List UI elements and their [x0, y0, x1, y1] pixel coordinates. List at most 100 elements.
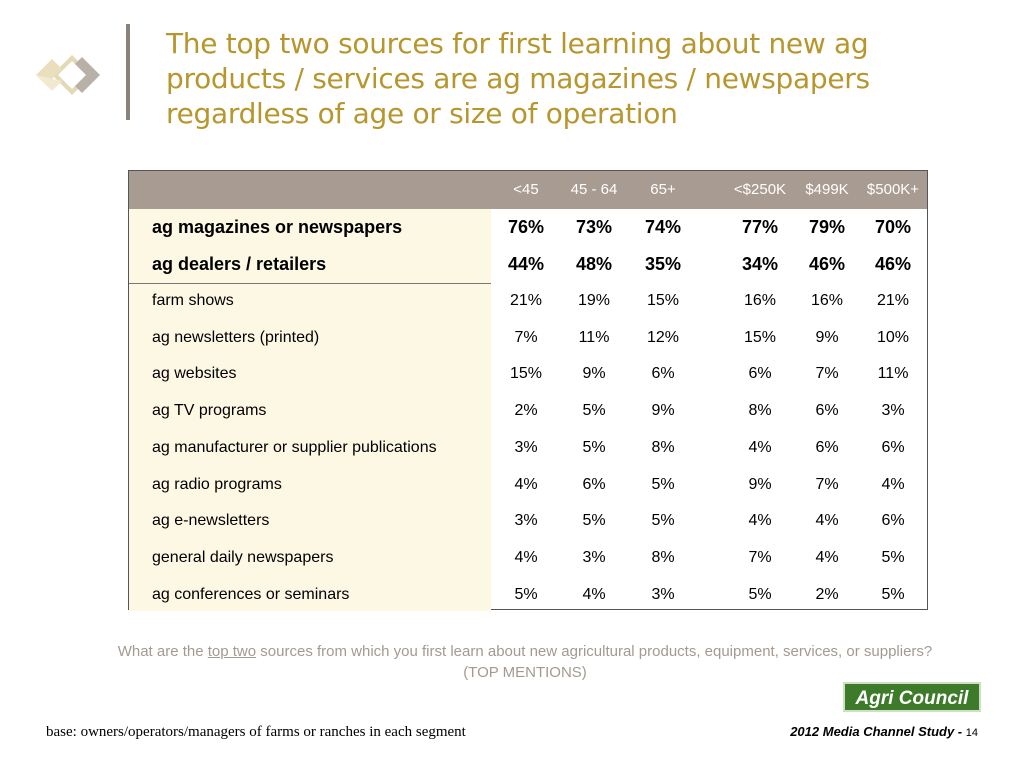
row-label: ag manufacturer or supplier publications: [152, 438, 437, 456]
table-cell: 73%: [575, 217, 613, 237]
column-header: $499K: [805, 181, 849, 198]
table-cell: 12%: [646, 328, 680, 346]
table-cell: 6%: [582, 475, 606, 493]
table-cell: 44%: [507, 254, 545, 274]
table-cell: 76%: [507, 217, 545, 237]
table-cell: 8%: [651, 548, 675, 566]
table-cell: 19%: [577, 292, 611, 309]
table-cell: 7%: [748, 548, 772, 566]
row-label: ag e-newsletters: [152, 512, 270, 530]
table-cell: 46%: [874, 254, 912, 274]
table-cell: 6%: [651, 365, 675, 383]
table-row: ag websites 15% 9% 6% 6% 7% 11%: [129, 356, 927, 393]
table-cell: 4%: [815, 512, 839, 530]
table-cell: 5%: [582, 512, 606, 530]
table-cell: 5%: [748, 585, 772, 603]
page-title: The top two sources for first learning a…: [166, 27, 870, 130]
table-cell: 34%: [741, 254, 779, 274]
table-cell: 5%: [582, 438, 606, 456]
table-cell: 4%: [582, 585, 606, 603]
table-cell: 77%: [741, 217, 779, 237]
agri-council-logo: Agri Council: [843, 682, 981, 712]
table-cell: 5%: [582, 402, 606, 420]
table-cell: 6%: [748, 365, 772, 383]
base-note: base: owners/operators/managers of farms…: [46, 724, 466, 740]
question-suffix: sources from which you first learn about…: [256, 643, 933, 660]
table-cell: 5%: [651, 475, 675, 493]
row-label: ag dealers / retailers: [152, 254, 327, 274]
column-header: <$250K: [733, 181, 787, 198]
table-cell: 6%: [815, 438, 839, 456]
table-row: ag TV programs 2% 5% 9% 8% 6% 3%: [129, 393, 927, 430]
table-cell: 4%: [514, 475, 538, 493]
row-label: ag magazines or newspapers: [152, 217, 403, 237]
table-cell: 4%: [815, 548, 839, 566]
table-row: ag e-newsletters 3% 5% 5% 4% 4% 6%: [129, 503, 927, 540]
table-cell: 4%: [514, 548, 538, 566]
question-prefix: What are the: [117, 643, 208, 660]
row-label: general daily newspapers: [152, 548, 334, 566]
question-emphasis: top two: [207, 643, 257, 660]
table-row: general daily newspapers 4% 3% 8% 7% 4% 5%: [129, 540, 927, 577]
table-row: ag radio programs 4% 6% 5% 9% 7% 4%: [129, 467, 927, 504]
table-cell: 15%: [743, 328, 777, 346]
table-cell: 4%: [881, 475, 905, 493]
column-header: <45: [513, 181, 539, 198]
column-header: 45 - 64: [570, 181, 618, 198]
table-cell: 21%: [876, 292, 910, 309]
table-cell: 8%: [748, 402, 772, 420]
table-cell: 15%: [646, 292, 680, 309]
label-column-background: [129, 209, 491, 611]
table-row: farm shows 21% 19% 15% 16% 16% 21%: [129, 283, 927, 320]
column-header: 65+: [650, 181, 676, 198]
table-row: ag manufacturer or supplier publications…: [129, 430, 927, 467]
table-row: ag dealers / retailers 44% 48% 35% 34% 46% 46%: [129, 246, 927, 283]
row-label: farm shows: [152, 292, 234, 309]
section-divider: [129, 283, 491, 284]
table-cell: 79%: [808, 217, 846, 237]
title-divider-bar: [126, 24, 130, 120]
results-table: <45 45 - 64 65+ <$250K $499K $500K+ ag m…: [128, 170, 928, 611]
diamond-logo-icon: [36, 55, 100, 95]
table-cell: 16%: [743, 292, 777, 309]
table-row: ag newsletters (printed) 7% 11% 12% 15% 9% 10%: [129, 320, 927, 357]
table-cell: 3%: [881, 402, 905, 420]
table-cell: 9%: [815, 328, 839, 346]
table-cell: 6%: [881, 438, 905, 456]
table-cell: 9%: [651, 402, 675, 420]
table-cell: 5%: [514, 585, 538, 603]
table-cell: 5%: [651, 512, 675, 530]
row-label: ag TV programs: [152, 402, 267, 420]
table-cell: 9%: [748, 475, 772, 493]
table-cell: 9%: [582, 365, 606, 383]
table-cell: 21%: [509, 292, 543, 309]
table-cell: 8%: [651, 438, 675, 456]
table-cell: 15%: [509, 365, 543, 383]
footer-study: 2012 Media Channel Study -: [790, 724, 966, 739]
row-label: ag radio programs: [152, 475, 282, 493]
table-cell: 48%: [575, 254, 613, 274]
table-cell: 7%: [514, 328, 538, 346]
column-header: $500K+: [866, 181, 920, 198]
page-number: 14: [965, 727, 978, 739]
table-cell: 2%: [815, 585, 839, 603]
table-cell: 10%: [876, 328, 910, 346]
table-cell: 11%: [578, 328, 610, 346]
table-cell: 74%: [644, 217, 682, 237]
table-cell: 7%: [815, 475, 839, 493]
table-cell: 46%: [808, 254, 846, 274]
footer: 2012 Media Channel Study - 14: [790, 724, 978, 739]
table-row: ag magazines or newspapers 76% 73% 74% 77% 79…: [129, 209, 927, 246]
table-cell: 3%: [582, 548, 606, 566]
table-cell: 4%: [748, 512, 772, 530]
table-cell: 6%: [815, 402, 839, 420]
table-cell: 5%: [881, 585, 905, 603]
table-cell: 11%: [877, 365, 909, 383]
table-cell: 6%: [881, 512, 905, 530]
survey-question: What are the top two sources from which …: [40, 641, 1010, 683]
table-cell: 3%: [651, 585, 675, 603]
table-cell: 4%: [748, 438, 772, 456]
table-cell: 2%: [514, 402, 538, 420]
table-cell: 3%: [514, 438, 538, 456]
table-header-row: <45 45 - 64 65+ <$250K $499K $500K+: [129, 171, 927, 209]
